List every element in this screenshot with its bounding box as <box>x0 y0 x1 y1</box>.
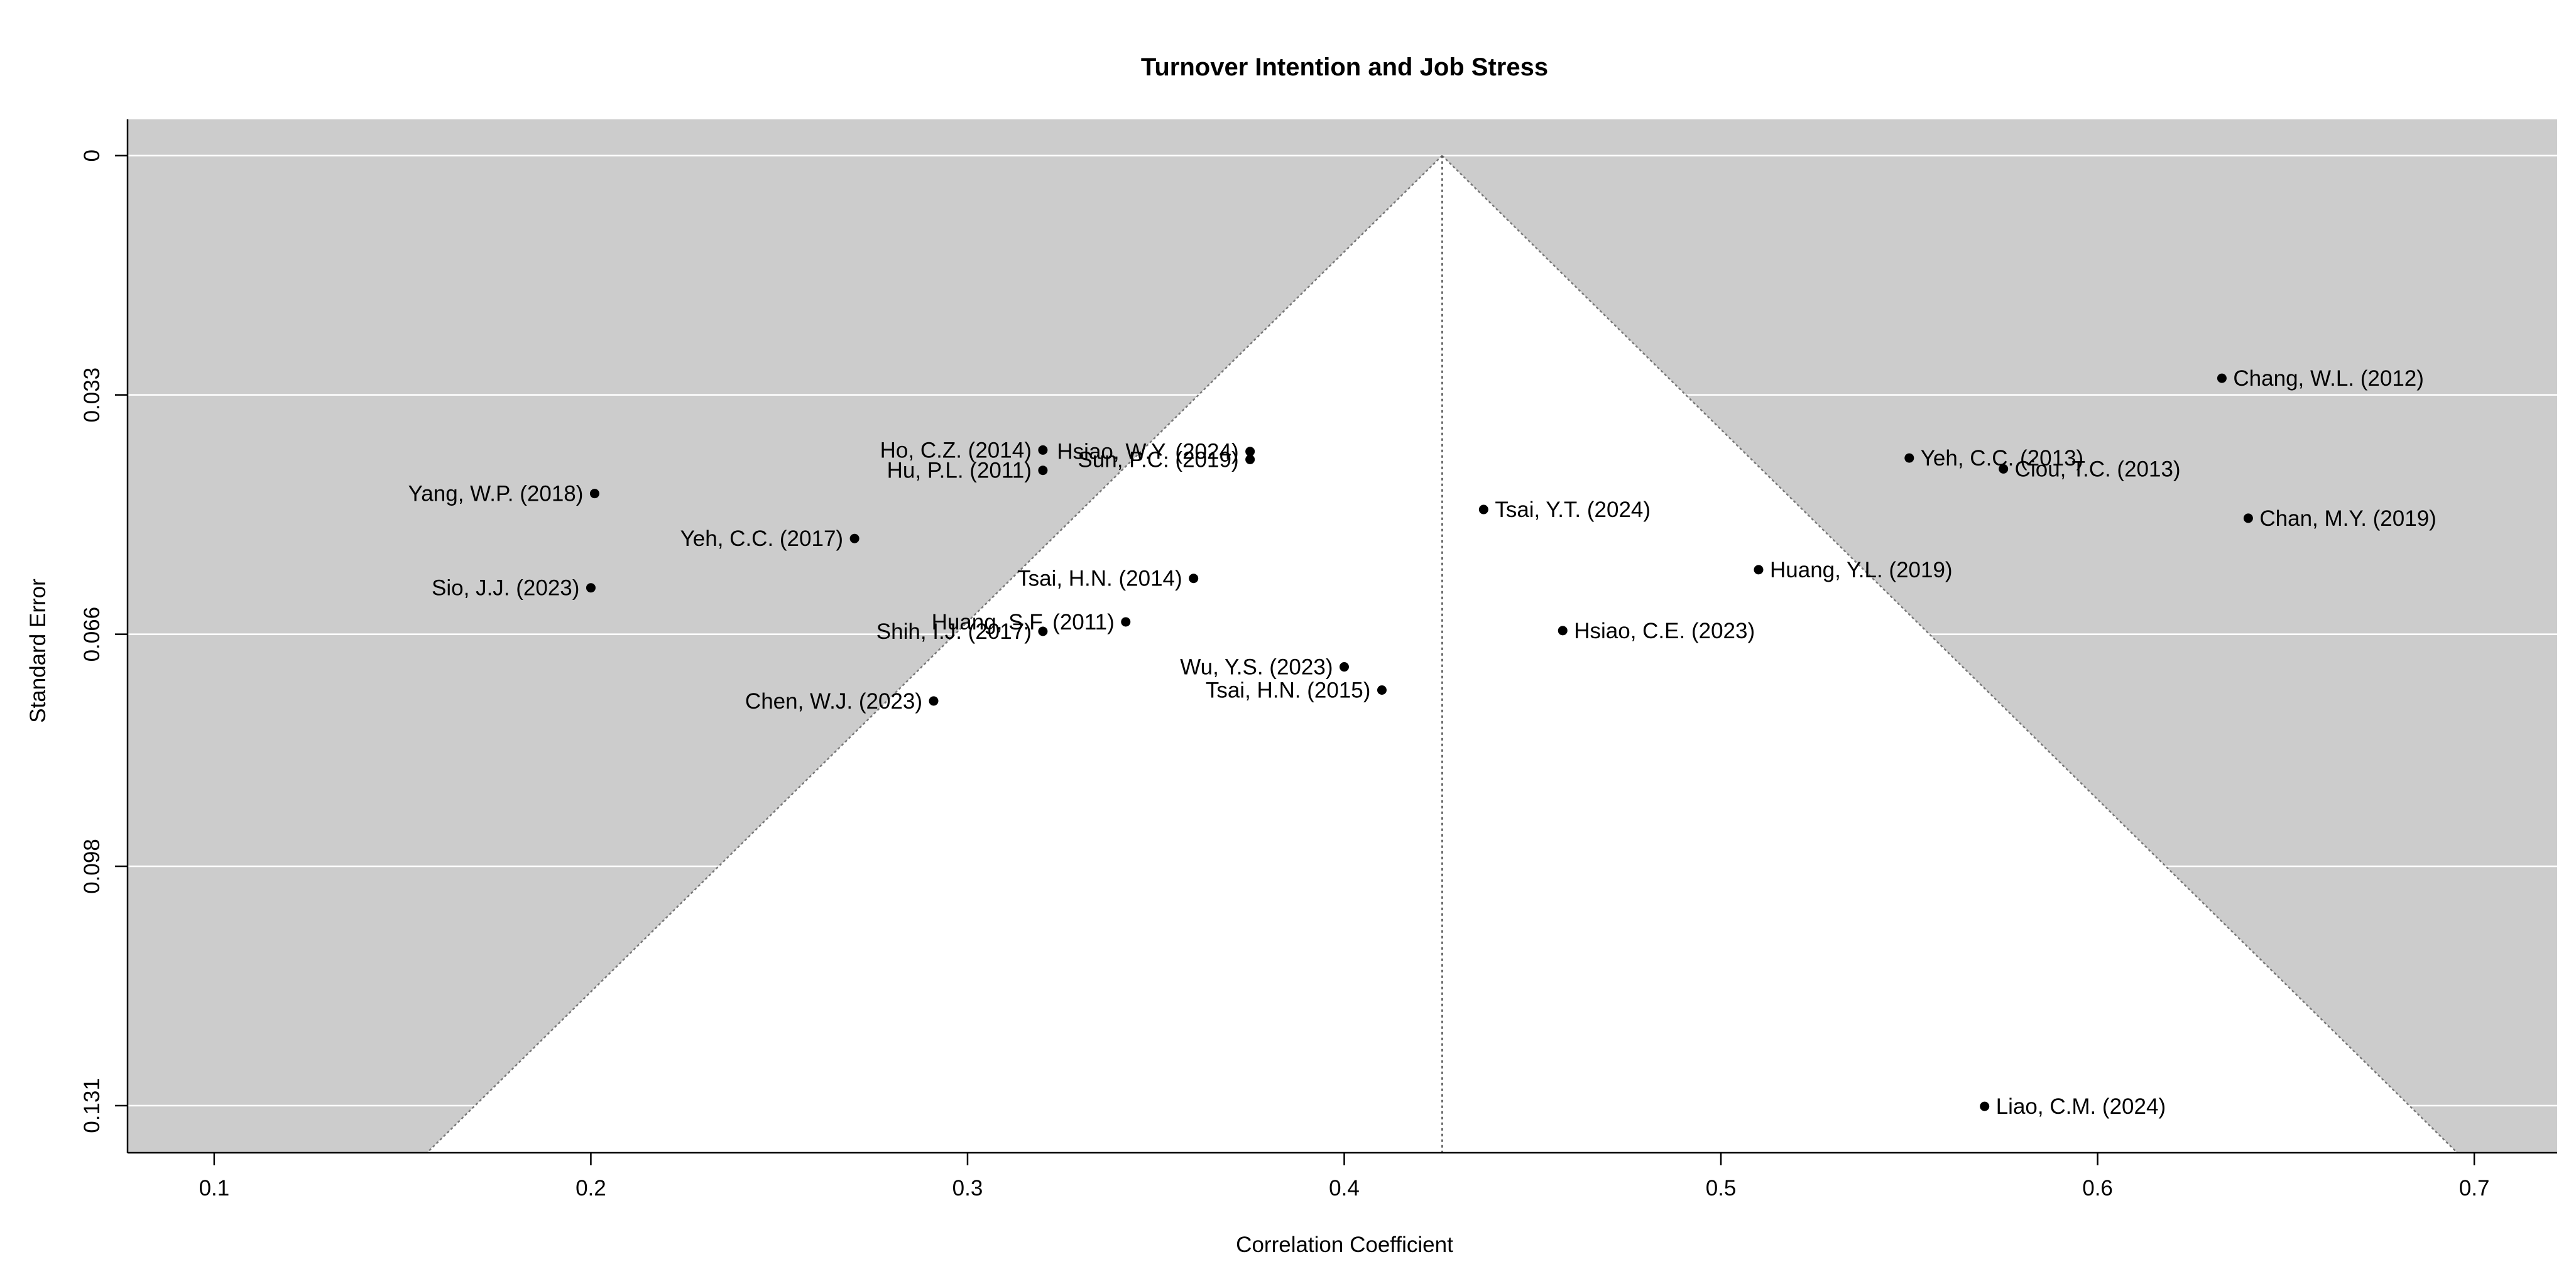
y-tick-label: 0.033 <box>80 368 104 423</box>
x-tick-label: 0.4 <box>1329 1176 1360 1200</box>
x-tick-label: 0.7 <box>2459 1176 2490 1200</box>
point-marker <box>2243 513 2253 523</box>
point-marker <box>589 489 599 499</box>
funnel-edges <box>426 155 2458 1153</box>
chart-title: Turnover Intention and Job Stress <box>1141 53 1548 81</box>
point-label: Sio, J.J. (2023) <box>432 576 579 601</box>
point-label: Hsiao, W.Y. (2024) <box>1057 440 1238 464</box>
x-tick-label: 0.2 <box>576 1176 606 1200</box>
study-point: Huang, Y.L. (2019) <box>1754 558 1953 582</box>
study-point: Chan, M.Y. (2019) <box>2243 506 2437 531</box>
study-point: Hsiao, C.E. (2023) <box>1558 619 1755 643</box>
point-label: Ho, C.Z. (2014) <box>880 438 1032 462</box>
study-point: Tsai, H.N. (2015) <box>1206 678 1387 703</box>
point-label: Tsai, H.N. (2014) <box>1017 567 1182 591</box>
point-label: Liao, C.M. (2024) <box>1996 1094 2166 1119</box>
y-tick-label: 0.066 <box>80 607 104 662</box>
point-label: Chen, W.J. (2023) <box>745 689 922 714</box>
study-point: Sun, P.C. (2019) <box>1078 447 1255 472</box>
study-point: Ho, C.Z. (2014) <box>880 438 1048 462</box>
study-point: Chen, W.J. (2023) <box>745 689 939 714</box>
point-marker <box>1339 662 1349 672</box>
point-label: Huang, S.F. (2011) <box>932 610 1115 634</box>
point-label: Sun, P.C. (2019) <box>1078 447 1238 472</box>
x-tick-label: 0.5 <box>1706 1176 1737 1200</box>
study-point: Ciou, T.C. (2013) <box>1999 457 2181 481</box>
x-tick-label: 0.6 <box>2082 1176 2113 1200</box>
point-marker <box>849 533 860 543</box>
study-point: Tsai, H.N. (2014) <box>1017 567 1199 591</box>
point-marker <box>1038 466 1048 476</box>
point-label: Chang, W.L. (2012) <box>2233 366 2424 391</box>
point-marker <box>1245 447 1255 457</box>
study-point: Chang, W.L. (2012) <box>2217 366 2424 391</box>
point-marker <box>1245 454 1255 464</box>
point-marker <box>586 583 596 593</box>
study-points: Chang, W.L. (2012)Yeh, C.C. (2013)Ciou, … <box>408 366 2437 1119</box>
point-marker <box>1038 626 1048 636</box>
study-point: Hsiao, W.Y. (2024) <box>1057 440 1255 464</box>
point-marker <box>2217 373 2227 383</box>
point-marker <box>1478 504 1488 514</box>
y-tick-label: 0 <box>80 150 104 161</box>
point-marker <box>1999 464 2009 474</box>
point-marker <box>929 696 939 706</box>
point-label: Tsai, Y.T. (2024) <box>1495 498 1651 522</box>
point-marker <box>1038 445 1048 455</box>
study-point: Wu, Y.S. (2023) <box>1180 655 1349 680</box>
study-point: Sio, J.J. (2023) <box>432 576 596 601</box>
study-point: Liao, C.M. (2024) <box>1980 1094 2166 1119</box>
x-tick-label: 0.1 <box>199 1176 230 1200</box>
point-label: Chan, M.Y. (2019) <box>2259 506 2436 531</box>
study-point: Yang, W.P. (2018) <box>408 482 599 506</box>
point-label: Huang, Y.L. (2019) <box>1770 558 1953 582</box>
point-marker <box>1121 617 1131 627</box>
y-tick-label: 0.098 <box>80 839 104 894</box>
point-marker <box>1558 626 1568 636</box>
study-point: Huang, S.F. (2011) <box>932 610 1131 634</box>
study-point: Hu, P.L. (2011) <box>887 459 1048 483</box>
point-label: Hu, P.L. (2011) <box>887 459 1032 483</box>
x-tick-label: 0.3 <box>952 1176 983 1200</box>
point-label: Hsiao, C.E. (2023) <box>1574 619 1755 643</box>
point-label: Yeh, C.C. (2017) <box>680 526 843 551</box>
point-label: Ciou, T.C. (2013) <box>2015 457 2181 481</box>
point-label: Wu, Y.S. (2023) <box>1180 655 1333 680</box>
x-axis-label: Correlation Coefficient <box>1236 1233 1453 1257</box>
point-label: Yang, W.P. (2018) <box>408 482 584 506</box>
funnel-edge-right <box>1441 155 2458 1153</box>
point-marker <box>1904 453 1914 463</box>
point-marker <box>1377 685 1387 695</box>
study-point: Yeh, C.C. (2017) <box>680 526 860 551</box>
point-marker <box>1980 1101 1990 1111</box>
study-point: Tsai, Y.T. (2024) <box>1478 498 1651 522</box>
funnel-edge-left <box>426 155 1443 1153</box>
point-marker <box>1754 565 1764 575</box>
point-label: Tsai, H.N. (2015) <box>1206 678 1371 703</box>
point-marker <box>1189 574 1199 584</box>
y-axis-label: Standard Error <box>26 579 50 723</box>
point-label: Shih, I.J. (2017) <box>876 619 1032 644</box>
y-axis: 0 0.033 0.066 0.098 0.131 <box>80 119 129 1153</box>
y-tick-label: 0.131 <box>80 1078 104 1133</box>
study-point: Shih, I.J. (2017) <box>876 619 1048 644</box>
x-axis: 0.1 0.2 0.3 0.4 0.5 0.6 0.7 <box>128 1152 2557 1200</box>
